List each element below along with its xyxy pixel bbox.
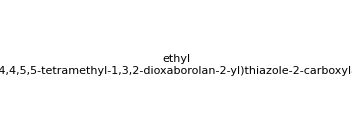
Text: ethyl 5-(4,4,5,5-tetramethyl-1,3,2-dioxaborolan-2-yl)thiazole-2-carboxylate: ethyl 5-(4,4,5,5-tetramethyl-1,3,2-dioxa… xyxy=(0,54,352,76)
